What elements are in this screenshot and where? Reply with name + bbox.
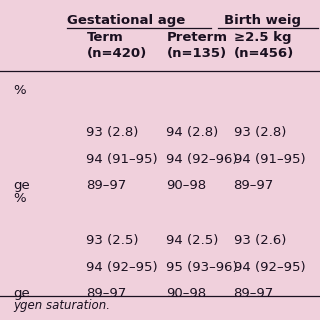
Text: ge: ge	[13, 179, 29, 192]
Text: 94 (2.8): 94 (2.8)	[166, 126, 219, 139]
Text: %: %	[13, 84, 25, 97]
Text: 93 (2.8): 93 (2.8)	[234, 126, 286, 139]
Text: Preterm
(n=135): Preterm (n=135)	[166, 31, 228, 60]
Text: Birth weig: Birth weig	[224, 14, 301, 28]
Text: 89–97: 89–97	[86, 179, 127, 192]
Text: Term
(n=420): Term (n=420)	[86, 31, 147, 60]
Text: 95 (93–96): 95 (93–96)	[166, 261, 238, 274]
Text: 94 (91–95): 94 (91–95)	[234, 153, 305, 166]
Text: Gestational age: Gestational age	[67, 14, 186, 28]
Text: 94 (92–95): 94 (92–95)	[86, 261, 158, 274]
Text: %: %	[13, 192, 25, 204]
Text: 94 (92–95): 94 (92–95)	[234, 261, 305, 274]
Text: 89–97: 89–97	[86, 287, 127, 300]
Text: 94 (91–95): 94 (91–95)	[86, 153, 158, 166]
Text: 94 (92–96): 94 (92–96)	[166, 153, 238, 166]
Text: 94 (2.5): 94 (2.5)	[166, 234, 219, 247]
Text: ge: ge	[13, 287, 29, 300]
Text: 93 (2.5): 93 (2.5)	[86, 234, 139, 247]
Text: ygen saturation.: ygen saturation.	[13, 299, 110, 312]
Text: ≥2.5 kg
(n=456): ≥2.5 kg (n=456)	[234, 31, 294, 60]
Text: 93 (2.6): 93 (2.6)	[234, 234, 286, 247]
Text: 90–98: 90–98	[166, 179, 206, 192]
Text: 93 (2.8): 93 (2.8)	[86, 126, 139, 139]
Text: 89–97: 89–97	[234, 287, 274, 300]
Text: 89–97: 89–97	[234, 179, 274, 192]
Text: 90–98: 90–98	[166, 287, 206, 300]
